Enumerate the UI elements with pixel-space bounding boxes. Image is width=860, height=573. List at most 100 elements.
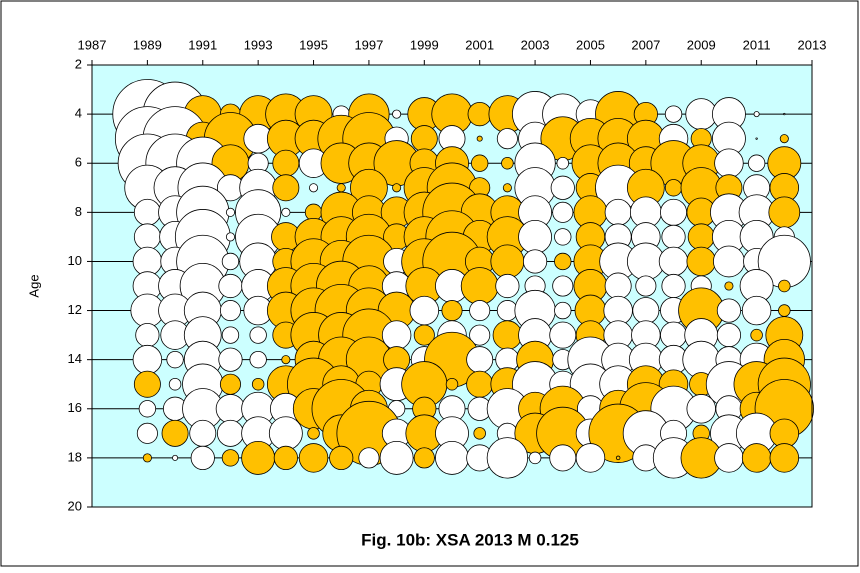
bubble [218, 347, 243, 372]
bubble [218, 273, 243, 299]
bubble [309, 183, 319, 193]
y-tick-label: 16 [68, 400, 82, 415]
bubble [522, 249, 548, 274]
bubble [713, 245, 745, 278]
bubble [241, 440, 276, 475]
bubble [779, 134, 789, 144]
bubble [741, 443, 772, 473]
bubble [716, 298, 742, 323]
bubble [219, 300, 241, 322]
bubble [528, 451, 542, 465]
chart-title: Fig. 10b: XSA 2013 M 0.125 [361, 530, 579, 549]
x-tick-label: 2011 [743, 37, 771, 52]
bubble [172, 454, 179, 461]
bubble [460, 267, 499, 305]
bubble [604, 272, 632, 300]
bubble [554, 228, 572, 246]
bubble [219, 373, 241, 395]
x-tick-label: 1997 [354, 37, 383, 52]
bubble [660, 321, 688, 349]
x-tick-label: 1995 [299, 37, 328, 52]
bubble [714, 148, 744, 178]
bubble [136, 422, 158, 444]
bubble [216, 419, 244, 447]
y-tick-label: 14 [68, 351, 82, 366]
bubble [783, 112, 786, 116]
plot-border [91, 64, 813, 508]
bubble [435, 440, 469, 475]
bubble [635, 275, 657, 297]
bubble [298, 443, 329, 473]
bubble [490, 244, 525, 279]
bubble [604, 198, 632, 226]
bubble [161, 419, 189, 447]
x-tick-label: 2003 [521, 37, 550, 52]
bubble [268, 416, 303, 451]
bubble [273, 445, 298, 470]
bubble [556, 156, 570, 170]
x-tick-label: 2007 [631, 37, 660, 52]
bubble [142, 453, 152, 463]
bubble [329, 445, 354, 470]
bubble [221, 326, 240, 344]
bubble [168, 377, 182, 391]
x-tick-label: 1991 [188, 37, 217, 52]
bubble [467, 102, 492, 127]
bubble [661, 273, 686, 299]
x-tick-label: 2009 [687, 37, 716, 52]
bubble [755, 137, 758, 140]
bubble [225, 207, 235, 217]
bubble [741, 295, 772, 326]
bubble [496, 128, 518, 150]
bubble [466, 370, 494, 398]
x-tick-label: 2013 [798, 37, 827, 52]
bubble [687, 223, 715, 251]
bubble [686, 246, 716, 277]
bubble [166, 350, 184, 369]
x-tick-label: 1993 [244, 37, 273, 52]
bubble [281, 207, 291, 217]
bubble [272, 149, 300, 177]
y-tick-label: 10 [68, 253, 82, 268]
bubble [272, 174, 300, 202]
bubble [750, 328, 763, 342]
x-tick-label: 2001 [465, 37, 494, 52]
bubble [413, 324, 435, 346]
bubble [501, 156, 514, 170]
bubble [133, 223, 161, 251]
bubble [133, 198, 161, 226]
bubble [392, 109, 402, 119]
bubble [132, 344, 163, 375]
bubble [221, 449, 240, 467]
bubble [550, 175, 575, 200]
bubble [413, 447, 435, 469]
bubble [473, 427, 486, 440]
y-tick-label: 4 [75, 106, 82, 121]
bubble [502, 183, 512, 193]
bubble [225, 232, 235, 242]
y-tick-label: 20 [68, 498, 82, 513]
bubble [190, 445, 215, 470]
x-tick-label: 2005 [576, 37, 605, 52]
bubble [133, 370, 161, 398]
bubble [189, 419, 217, 447]
bubble [686, 394, 716, 424]
bubble [221, 252, 240, 271]
bubble [660, 198, 688, 226]
bubble [724, 281, 734, 291]
x-tick-label: 1999 [410, 37, 439, 52]
bubble [281, 355, 291, 365]
bubble [552, 275, 574, 297]
bubble [135, 323, 160, 348]
bubble [336, 183, 346, 193]
bubble [138, 400, 157, 418]
y-axis-label: Age [26, 274, 41, 297]
bubble [471, 154, 489, 172]
bubble [554, 301, 572, 320]
bubble [215, 394, 246, 424]
bubble [249, 350, 267, 369]
x-tick-label: 1989 [133, 37, 162, 52]
bubble [626, 242, 665, 281]
bubble [486, 437, 529, 479]
